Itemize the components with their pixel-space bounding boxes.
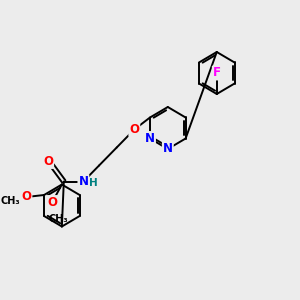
Text: O: O [129,123,139,136]
Text: CH₃: CH₃ [48,214,68,224]
Text: O: O [47,196,57,209]
Text: N: N [145,132,155,145]
Text: N: N [78,175,88,188]
Text: O: O [43,155,53,168]
Text: F: F [213,67,221,80]
Text: CH₃: CH₃ [1,196,21,206]
Text: O: O [21,190,32,203]
Text: N: N [163,142,173,155]
Text: H: H [89,178,98,188]
